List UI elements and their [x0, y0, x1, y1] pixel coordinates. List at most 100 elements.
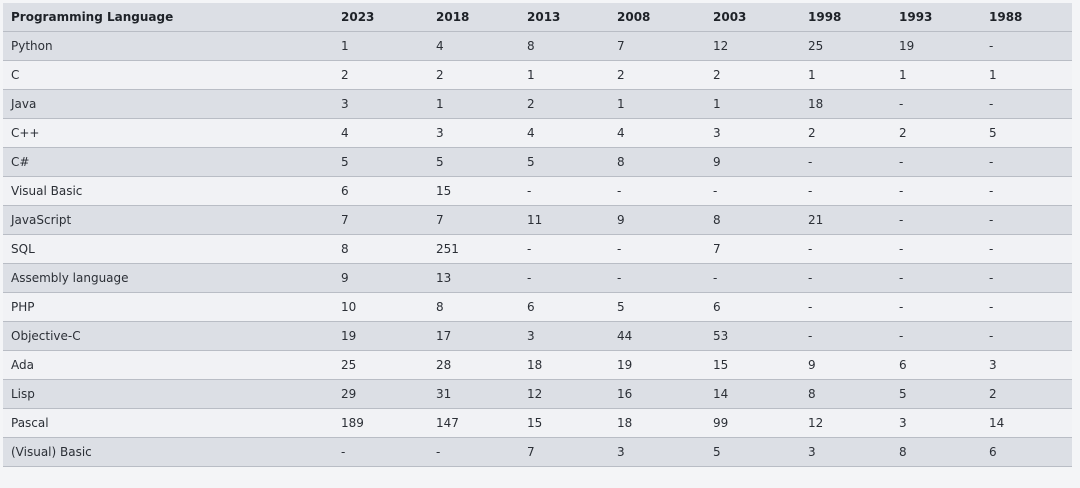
rank-cell: -: [981, 176, 1072, 206]
header-cell: 2008: [609, 3, 705, 32]
rank-cell: 31: [428, 379, 519, 409]
ranking-table: Programming Language 2023 2018 2013 2008 2003…: [3, 3, 1072, 467]
header-cell: 2023: [333, 3, 428, 32]
rank-cell: 9: [609, 205, 705, 235]
rank-cell: 5: [609, 292, 705, 322]
rank-cell: 8: [800, 379, 891, 409]
rank-cell: -: [519, 263, 609, 293]
language-cell: SQL: [3, 234, 333, 264]
rank-cell: 3: [705, 118, 800, 148]
language-cell: Pascal: [3, 408, 333, 438]
rank-cell: -: [609, 234, 705, 264]
rank-cell: 1: [333, 31, 428, 61]
table-row: C# 5 5 5 8 9- - -: [3, 147, 1072, 177]
rank-cell: -: [981, 263, 1072, 293]
rank-cell: 17: [428, 321, 519, 351]
language-cell: Visual Basic: [3, 176, 333, 206]
rank-cell: -: [519, 234, 609, 264]
table-row: Objective-C 19 17 3 44 53- - -: [3, 321, 1072, 351]
rank-cell: 6: [519, 292, 609, 322]
rank-cell: 15: [428, 176, 519, 206]
rank-cell: 3: [891, 408, 981, 438]
rank-cell: 18: [800, 89, 891, 119]
rank-cell: 8: [705, 205, 800, 235]
rank-cell: -: [705, 176, 800, 206]
rank-cell: 5: [705, 437, 800, 467]
rank-cell: -: [800, 147, 891, 177]
rank-cell: 12: [705, 31, 800, 61]
language-cell: C#: [3, 147, 333, 177]
rank-cell: -: [981, 234, 1072, 264]
rank-cell: 3: [800, 437, 891, 467]
rank-cell: 12: [519, 379, 609, 409]
rank-cell: -: [705, 263, 800, 293]
table-row: Ada 25 28 18 19 15 9 6 3: [3, 350, 1072, 380]
rank-cell: 5: [333, 147, 428, 177]
rank-cell: 4: [333, 118, 428, 148]
rank-cell: 18: [519, 350, 609, 380]
header-cell: 1993: [891, 3, 981, 32]
rank-cell: -: [891, 89, 981, 119]
header-cell: 2003: [705, 3, 800, 32]
language-cell: C: [3, 60, 333, 90]
rank-cell: 53: [705, 321, 800, 351]
table-row: JavaScript 7 7 11 9 8 21- -: [3, 205, 1072, 235]
rank-cell: 2: [333, 60, 428, 90]
rank-cell: 9: [333, 263, 428, 293]
rank-cell: -: [891, 176, 981, 206]
rank-cell: 14: [981, 408, 1072, 438]
rank-cell: 13: [428, 263, 519, 293]
rank-cell: 4: [609, 118, 705, 148]
rank-cell: 3: [981, 350, 1072, 380]
rank-cell: -: [519, 176, 609, 206]
rank-cell: 251: [428, 234, 519, 264]
rank-cell: 5: [981, 118, 1072, 148]
rank-cell: -: [891, 321, 981, 351]
rank-cell: 9: [705, 147, 800, 177]
rank-cell: 1: [891, 60, 981, 90]
rank-cell: 5: [428, 147, 519, 177]
rank-cell: 2: [981, 379, 1072, 409]
rank-cell: 15: [519, 408, 609, 438]
rank-cell: 12: [800, 408, 891, 438]
table-row: Assembly language 9 13- - - - - -: [3, 263, 1072, 293]
rank-cell: 1: [609, 89, 705, 119]
language-cell: Java: [3, 89, 333, 119]
rank-cell: 5: [519, 147, 609, 177]
rank-cell: -: [981, 292, 1072, 322]
rank-cell: 2: [891, 118, 981, 148]
rank-cell: 19: [891, 31, 981, 61]
language-cell: PHP: [3, 292, 333, 322]
rank-cell: 4: [519, 118, 609, 148]
rank-cell: -: [891, 263, 981, 293]
rank-cell: 2: [428, 60, 519, 90]
rank-cell: 1: [800, 60, 891, 90]
rank-cell: -: [609, 263, 705, 293]
rank-cell: 4: [428, 31, 519, 61]
rank-cell: -: [981, 89, 1072, 119]
rank-cell: 8: [891, 437, 981, 467]
rank-cell: 7: [428, 205, 519, 235]
rank-cell: 29: [333, 379, 428, 409]
rank-cell: -: [800, 292, 891, 322]
header-cell: Programming Language: [3, 3, 333, 32]
rank-cell: 3: [333, 89, 428, 119]
language-cell: Ada: [3, 350, 333, 380]
rank-cell: 14: [705, 379, 800, 409]
rank-cell: 9: [800, 350, 891, 380]
rank-cell: -: [981, 31, 1072, 61]
rank-cell: -: [609, 176, 705, 206]
table-row: Python 1 4 8 7 12 25 19-: [3, 31, 1072, 61]
rank-cell: 1: [981, 60, 1072, 90]
rank-cell: -: [891, 205, 981, 235]
rank-cell: -: [800, 176, 891, 206]
rank-cell: -: [800, 321, 891, 351]
rank-cell: 7: [333, 205, 428, 235]
rank-cell: -: [428, 437, 519, 467]
language-cell: Python: [3, 31, 333, 61]
rank-cell: -: [800, 263, 891, 293]
rank-cell: 2: [800, 118, 891, 148]
rank-cell: 8: [519, 31, 609, 61]
header-cell: 2013: [519, 3, 609, 32]
